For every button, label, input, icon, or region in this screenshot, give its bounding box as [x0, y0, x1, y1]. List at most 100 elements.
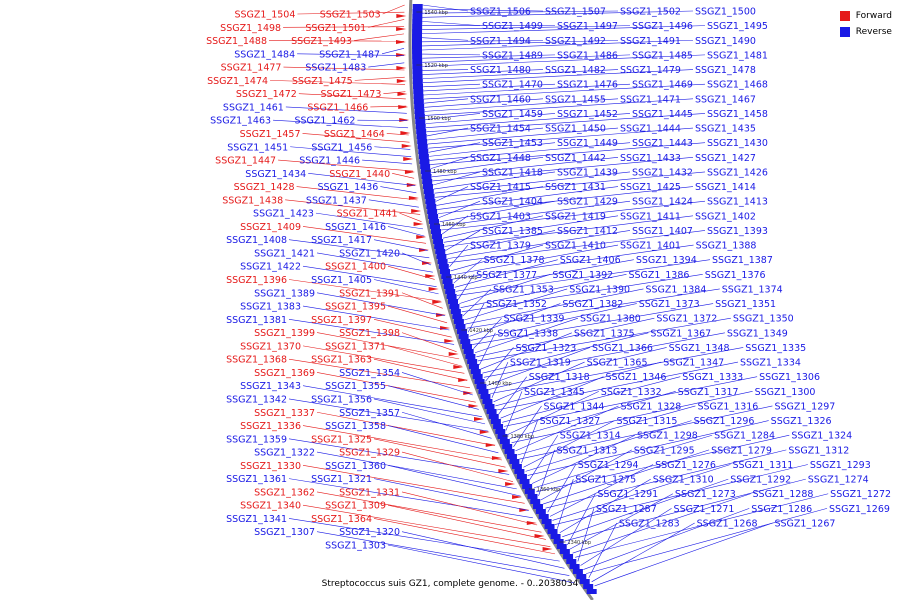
leader-line: [373, 279, 439, 295]
leader-line: [423, 83, 706, 100]
reverse-feature-arrow: [446, 294, 457, 299]
gene-label: SSGZ1_1492: [545, 36, 606, 47]
forward-feature-arrow: [468, 404, 479, 408]
gene-label: SSGZ1_1389: [254, 288, 315, 299]
gene-label: SSGZ1_1357: [339, 408, 400, 419]
gene-label: SSGZ1_1459: [482, 109, 543, 120]
gene-label: SSGZ1_1383: [240, 302, 301, 313]
reverse-feature-arrow: [416, 129, 427, 134]
gene-label: SSGZ1_1267: [775, 519, 836, 530]
reverse-feature-arrow: [412, 14, 423, 19]
reverse-feature-arrow: [524, 489, 535, 494]
leader-line: [540, 449, 632, 501]
leader-line: [288, 358, 470, 389]
reverse-feature-arrow: [535, 509, 546, 514]
leader-line: [433, 171, 556, 190]
leader-line: [374, 146, 411, 150]
gene-label: SSGZ1_1408: [226, 235, 287, 246]
leader-line: [430, 142, 706, 165]
gene-label: SSGZ1_1331: [339, 487, 400, 498]
reverse-feature-arrow: [533, 504, 544, 509]
gene-label: SSGZ1_1404: [482, 197, 543, 208]
gene-label: SSGZ1_1452: [557, 109, 618, 120]
gene-label: SSGZ1_1483: [305, 63, 366, 74]
reverse-feature-arrow: [458, 334, 469, 339]
leader-line: [421, 39, 544, 43]
leader-line: [436, 186, 544, 206]
gene-label: SSGZ1_1480: [470, 65, 531, 76]
gene-label: SSGZ1_1292: [730, 475, 791, 486]
gene-label: SSGZ1_1494: [470, 36, 531, 47]
gene-label: SSGZ1_1319: [510, 358, 571, 369]
reverse-feature-arrow: [480, 394, 491, 399]
leader-line: [442, 215, 544, 239]
gene-label: SSGZ1_1394: [636, 255, 697, 266]
leader-line: [387, 226, 425, 237]
forward-feature-arrow: [416, 235, 427, 239]
gene-label: SSGZ1_1393: [707, 226, 768, 237]
gene-label: SSGZ1_1431: [545, 182, 606, 193]
leader-line: [527, 420, 769, 476]
leader-line: [297, 11, 405, 15]
gene-label: SSGZ1_1269: [829, 504, 890, 515]
reverse-feature-arrow: [563, 554, 574, 559]
leader-line: [567, 493, 596, 546]
leader-line: [538, 449, 555, 497]
gene-label: SSGZ1_1355: [325, 381, 386, 392]
gene-label: SSGZ1_1287: [596, 504, 657, 515]
gene-label: SSGZ1_1295: [634, 445, 695, 456]
leader-line: [422, 39, 619, 47]
gene-label: SSGZ1_1426: [707, 167, 768, 178]
reverse-feature-arrow: [519, 479, 530, 484]
leader-line: [525, 420, 692, 472]
leader-line: [288, 279, 441, 302]
leader-line: [521, 420, 538, 464]
gene-label: SSGZ1_1391: [339, 288, 400, 299]
gene-label: SSGZ1_1298: [637, 431, 698, 442]
map-caption: Streptococcus suis GZ1, complete genome.…: [321, 579, 579, 589]
leader-line: [401, 332, 457, 352]
genome-backbone: [408, 0, 594, 600]
reverse-feature-arrow: [412, 59, 423, 64]
reverse-feature-arrow: [450, 309, 461, 314]
leader-line: [316, 531, 570, 576]
reverse-feature-arrow: [414, 109, 425, 114]
reverse-feature-arrow: [516, 474, 527, 479]
leader-line: [308, 173, 416, 186]
reverse-feature-arrow: [412, 49, 423, 54]
gene-label: SSGZ1_1445: [632, 109, 693, 120]
gene-label: SSGZ1_1479: [620, 65, 681, 76]
gene-label: SSGZ1_1486: [557, 50, 618, 61]
leader-line: [354, 76, 405, 81]
leader-line: [572, 493, 751, 554]
leader-line: [288, 478, 533, 519]
gene-label: SSGZ1_1420: [339, 248, 400, 259]
gene-label: SSGZ1_1276: [655, 460, 716, 471]
reverse-feature-arrow: [488, 414, 499, 419]
leader-line: [480, 332, 572, 370]
gene-label: SSGZ1_1339: [504, 314, 565, 325]
gene-label: SSGZ1_1438: [222, 195, 283, 206]
leader-line: [482, 332, 649, 374]
leader-line: [302, 504, 551, 547]
reverse-feature-arrow: [495, 429, 506, 434]
gene-label: SSGZ1_1386: [629, 270, 690, 281]
gene-label: SSGZ1_1476: [557, 80, 618, 91]
gene-label: SSGZ1_1297: [774, 401, 835, 412]
reverse-feature-arrow: [527, 494, 538, 499]
reverse-feature-arrow: [424, 194, 435, 199]
leader-line: [441, 200, 706, 231]
leader-line: [454, 259, 558, 288]
leader-line: [427, 127, 619, 145]
leader-line: [588, 522, 618, 578]
leader-line: [285, 199, 421, 215]
leader-line: [511, 391, 753, 444]
leader-line: [370, 105, 407, 108]
gene-label: SSGZ1_1475: [292, 76, 353, 87]
reverse-feature-arrow: [586, 589, 597, 594]
gene-label: SSGZ1_1364: [311, 514, 372, 525]
gene-label: SSGZ1_1402: [695, 211, 756, 222]
leader-line: [453, 259, 482, 284]
leader-line: [298, 93, 406, 100]
leader-line: [422, 53, 481, 56]
